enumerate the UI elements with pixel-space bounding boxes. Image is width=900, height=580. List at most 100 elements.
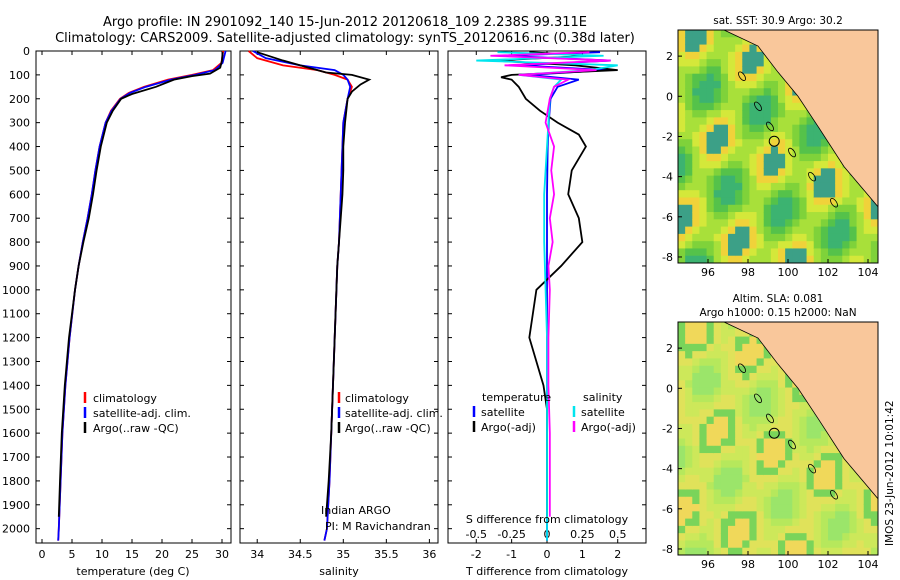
map-cell bbox=[749, 88, 758, 97]
map-cell bbox=[849, 533, 858, 541]
map-cell bbox=[713, 153, 722, 162]
map-cell bbox=[699, 124, 708, 133]
map-cell bbox=[785, 540, 793, 549]
map-cell bbox=[785, 110, 793, 118]
map-cell bbox=[778, 131, 786, 140]
map-cell bbox=[728, 438, 736, 447]
map-cell bbox=[692, 380, 700, 389]
map-cell bbox=[778, 453, 786, 461]
map-cell bbox=[735, 66, 743, 75]
map-cell bbox=[806, 518, 815, 527]
map-cell bbox=[763, 102, 772, 111]
map-cell bbox=[706, 511, 715, 520]
map-cell bbox=[792, 95, 800, 104]
map-cell bbox=[799, 511, 808, 520]
map-cell bbox=[699, 102, 708, 111]
map-cell bbox=[720, 482, 729, 490]
map-cell bbox=[699, 343, 708, 352]
map-cell bbox=[835, 175, 843, 184]
map-cell bbox=[820, 467, 829, 476]
series-line-argo-raw-qc- bbox=[57, 52, 224, 517]
map-cell bbox=[749, 518, 758, 527]
map-cell bbox=[828, 496, 836, 505]
map-cell bbox=[678, 175, 686, 184]
map-cell bbox=[785, 124, 793, 133]
island-outline bbox=[766, 121, 774, 132]
map-cell bbox=[756, 233, 765, 242]
map-cell bbox=[720, 547, 729, 556]
map-cell bbox=[778, 409, 786, 418]
map-cell bbox=[770, 358, 779, 367]
map-cell bbox=[756, 380, 765, 389]
map-cell bbox=[685, 474, 693, 483]
map-cell bbox=[706, 329, 715, 338]
map-cell bbox=[713, 241, 722, 249]
map-cell bbox=[778, 212, 786, 220]
map-cell bbox=[685, 212, 693, 220]
map-cell bbox=[835, 482, 843, 490]
map-cell bbox=[856, 533, 865, 541]
map-cell bbox=[785, 117, 793, 126]
map-cell bbox=[713, 182, 722, 191]
map-cell bbox=[806, 182, 815, 191]
map-cell bbox=[770, 139, 779, 147]
map-cell bbox=[728, 409, 736, 418]
map-cell bbox=[720, 431, 729, 439]
s-diff-tick-label: 0.25 bbox=[570, 528, 595, 541]
map-cell bbox=[835, 212, 843, 220]
map-cell bbox=[813, 248, 822, 257]
map-cell bbox=[735, 59, 743, 67]
map-cell bbox=[828, 168, 836, 177]
map-cell bbox=[799, 102, 808, 111]
sla-map-title: Altim. SLA: 0.081 bbox=[733, 293, 824, 305]
map-cell bbox=[742, 547, 750, 556]
map-cell bbox=[813, 212, 822, 220]
map-cell bbox=[728, 66, 736, 75]
map-cell bbox=[842, 533, 850, 541]
map-cell bbox=[706, 416, 715, 425]
map-cell bbox=[770, 95, 779, 104]
map-cell bbox=[713, 467, 722, 476]
map-cell bbox=[820, 255, 829, 264]
map-cell bbox=[692, 182, 700, 191]
temperature-legend: climatology satellite-adj. clim. Argo(..… bbox=[83, 392, 191, 435]
map-cell bbox=[763, 139, 772, 147]
map-cell bbox=[720, 226, 729, 235]
map-cell bbox=[778, 423, 786, 432]
map-cell bbox=[870, 233, 879, 242]
map-cell bbox=[763, 226, 772, 235]
map-cell bbox=[742, 482, 750, 490]
map-cell bbox=[792, 416, 800, 425]
map-cell bbox=[749, 372, 758, 381]
map-cell bbox=[763, 467, 772, 476]
map-cell bbox=[756, 190, 765, 198]
map-cell bbox=[692, 37, 700, 46]
map-cell bbox=[828, 219, 836, 228]
map-cell bbox=[685, 489, 693, 498]
depth-axis: 0 100 200 300 400 500 600 700 800 900 1000 1100 1200… bbox=[2, 45, 646, 536]
map-cell bbox=[749, 474, 758, 483]
map-cell bbox=[756, 474, 765, 483]
map-cell bbox=[678, 547, 686, 556]
map-cell bbox=[699, 161, 708, 169]
series-line-temperature-argo-adj- bbox=[493, 51, 618, 517]
map-cell bbox=[749, 409, 758, 418]
map-cell bbox=[735, 102, 743, 111]
map-cell bbox=[785, 547, 793, 556]
map-y-tick-label: -4 bbox=[662, 171, 673, 184]
map-cell bbox=[749, 431, 758, 439]
map-cell bbox=[763, 241, 772, 249]
map-cell bbox=[806, 117, 815, 126]
map-cell bbox=[706, 131, 715, 140]
map-cell bbox=[749, 453, 758, 461]
map-cell bbox=[763, 380, 772, 389]
map-cell bbox=[770, 504, 779, 512]
map-cell bbox=[856, 482, 865, 490]
map-cell bbox=[785, 387, 793, 396]
map-cell bbox=[842, 474, 850, 483]
map-cell bbox=[849, 474, 858, 483]
map-cell bbox=[749, 102, 758, 111]
map-cell bbox=[849, 255, 858, 264]
x-tick-label: 1 bbox=[579, 548, 586, 561]
map-cell bbox=[678, 248, 686, 257]
